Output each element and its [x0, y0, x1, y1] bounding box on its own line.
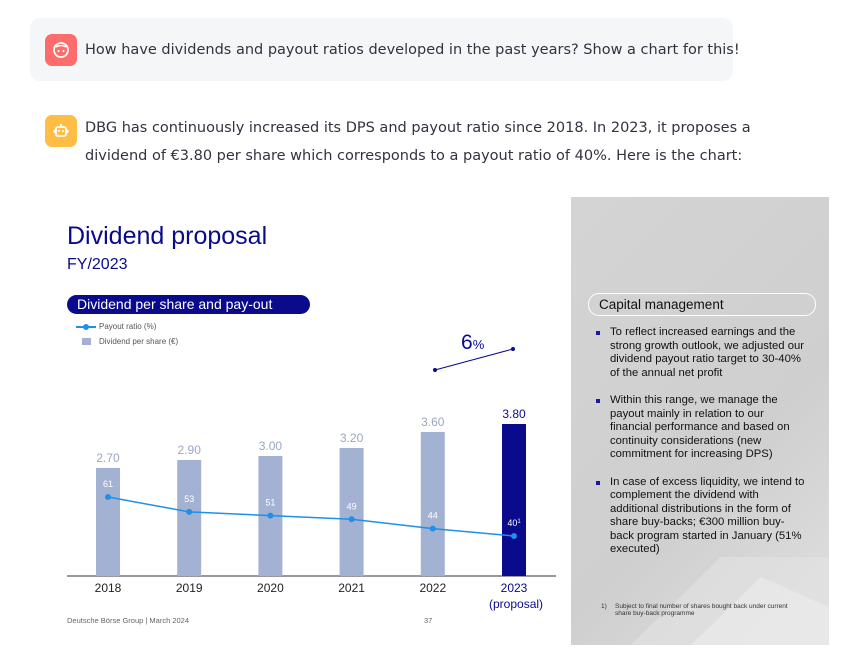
- growth-unit: %: [472, 337, 485, 352]
- slide-subtitle: FY/2023: [67, 256, 128, 273]
- payout-value-label: 401: [507, 518, 521, 528]
- x-tick-label: 2022: [419, 581, 446, 595]
- growth-arrow-start: [433, 368, 437, 372]
- payout-line: [107, 496, 515, 537]
- payout-point-2020: [267, 512, 274, 519]
- legend-label: Dividend per share (€): [99, 337, 179, 346]
- proposal-note: (proposal): [489, 597, 544, 611]
- payout-point-2019: [186, 508, 193, 515]
- footnote-text: Subject to final number of shares bought…: [615, 603, 788, 617]
- assistant-message-line: dividend of €3.80 per share which corres…: [85, 148, 743, 164]
- payout-point-2021: [348, 516, 355, 523]
- bar-value-label: 3.80: [502, 407, 526, 421]
- growth-label: 6%: [461, 331, 484, 355]
- legend-item-dps: Dividend per share (€): [82, 337, 178, 346]
- user-avatar-icon: [45, 34, 77, 66]
- bar-value-label: 3.60: [421, 415, 445, 429]
- capital-management-panel: Capital management To reflect increased …: [571, 197, 829, 645]
- bullet-item: In case of excess liquidity, we intend t…: [593, 476, 808, 557]
- payout-point-2018: [105, 494, 111, 500]
- x-tick-label: 2018: [95, 581, 122, 595]
- legend-line-icon: [76, 323, 96, 330]
- growth-arrow-line: [434, 348, 514, 371]
- x-tick-label: 2023: [501, 581, 528, 595]
- growth-arrow-end: [511, 347, 515, 351]
- payout-value-label: 44: [428, 511, 438, 521]
- bar-value-label: 2.70: [96, 451, 120, 465]
- legend-item-payout: Payout ratio (%): [76, 322, 156, 331]
- slide-image: [56, 197, 571, 645]
- payout-value-label: 53: [184, 494, 194, 504]
- legend-bar-icon: [82, 338, 91, 345]
- user-message-bubble: [30, 18, 733, 81]
- section-header: Dividend per share and pay-out: [67, 295, 310, 314]
- panel-bullets: To reflect increased earnings and the st…: [593, 326, 808, 571]
- background-chevron-decoration: [631, 557, 829, 645]
- panel-header: Capital management: [588, 293, 816, 316]
- x-tick-label: 2019: [176, 581, 203, 595]
- legend-label: Payout ratio (%): [99, 322, 157, 331]
- bullet-item: Within this range, we manage the payout …: [593, 394, 808, 462]
- payout-value-label: 51: [265, 498, 275, 508]
- payout-value-label: 49: [347, 501, 357, 511]
- bar-2019: [177, 460, 202, 576]
- panel-footnote: 1) Subject to final number of shares bou…: [601, 603, 801, 617]
- assistant-message-line: DBG has continuously increased its DPS a…: [85, 120, 751, 136]
- footnote-number: 1): [601, 603, 607, 610]
- bar-value-label: 3.20: [340, 431, 364, 445]
- page-number: 37: [424, 616, 433, 625]
- user-message: How have dividends and payout ratios dev…: [85, 42, 740, 58]
- slide-title: Dividend proposal: [67, 222, 268, 250]
- payout-point-2023: [511, 532, 517, 539]
- payout-value-label: 61: [103, 479, 113, 489]
- bar-2018: [96, 468, 120, 576]
- bar-2021: [339, 448, 364, 576]
- payout-point-2022: [429, 525, 436, 532]
- x-tick-label: 2020: [257, 581, 284, 595]
- bar-2022: [420, 432, 445, 576]
- slide-footer: Deutsche Börse Group | March 2024: [67, 616, 190, 625]
- bar-value-label: 2.90: [178, 443, 202, 457]
- x-tick-label: 2021: [338, 581, 365, 595]
- assistant-avatar-icon: [45, 115, 77, 147]
- bar-2023: [502, 424, 526, 576]
- bar-value-label: 3.00: [259, 439, 283, 453]
- growth-value: 6: [461, 331, 473, 354]
- assistant-message: DBG has continuously increased its DPS a…: [85, 114, 751, 170]
- bullet-item: To reflect increased earnings and the st…: [593, 326, 808, 380]
